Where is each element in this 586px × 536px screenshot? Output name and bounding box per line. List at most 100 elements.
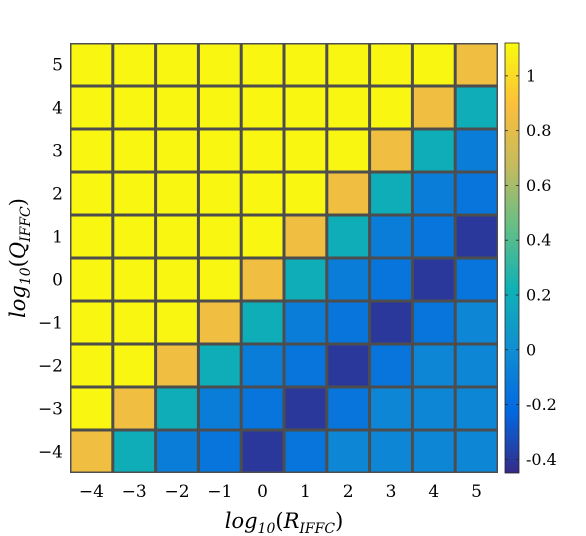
colorbar-tick-label: 0.6 — [526, 176, 551, 195]
x-axis-ticks: −4 −3 −2 −1 0 1 2 3 4 5 — [79, 482, 482, 502]
heatmap-cell — [456, 388, 497, 429]
heatmap-cell — [114, 345, 155, 386]
colorbar — [504, 42, 520, 474]
x-tick-label: 3 — [386, 482, 397, 502]
y-axis-label: log10(QIFFC) — [6, 198, 34, 318]
y-tick-label: 0 — [52, 271, 63, 291]
heatmap-cell — [413, 130, 454, 171]
heatmap-cell — [413, 431, 454, 472]
heatmap-cell — [413, 388, 454, 429]
heatmap-cell — [71, 130, 112, 171]
heatmap-cell — [114, 259, 155, 300]
heatmap-cell — [413, 216, 454, 257]
y-tick-label: −4 — [38, 443, 63, 463]
heatmap-cell — [242, 388, 283, 429]
colorbar-ticks: 1 0.8 0.6 0.4 0.2 0 -0.2 -0.4 — [505, 66, 557, 469]
y-tick-label: 3 — [52, 142, 63, 162]
heatmap-cell — [71, 431, 112, 472]
heatmap-cell — [328, 44, 369, 85]
heatmap-cell — [413, 259, 454, 300]
heatmap-cell — [456, 302, 497, 343]
heatmap-cell — [328, 87, 369, 128]
heatmap-cell — [157, 173, 197, 214]
heatmap-cell — [157, 130, 197, 171]
heatmap-cell — [328, 130, 369, 171]
heatmap-cell — [242, 216, 283, 257]
heatmap-cell — [199, 302, 240, 343]
y-tick-label: 2 — [52, 185, 63, 205]
heatmap-cell — [285, 130, 326, 171]
heatmap-cells — [71, 44, 497, 472]
heatmap-cell — [456, 173, 497, 214]
x-tick-label: −1 — [207, 482, 232, 502]
x-tick-label: 5 — [471, 482, 482, 502]
heatmap-cell — [371, 87, 411, 128]
heatmap-cell — [199, 431, 240, 472]
heatmap-cell — [199, 87, 240, 128]
heatmap-cell — [285, 388, 326, 429]
heatmap-cell — [71, 173, 112, 214]
x-tick-label: 0 — [257, 482, 268, 502]
y-tick-label: 5 — [52, 56, 63, 76]
heatmap-cell — [371, 302, 411, 343]
x-tick-label: 2 — [343, 482, 354, 502]
heatmap-cell — [71, 87, 112, 128]
heatmap-cell — [71, 388, 112, 429]
heatmap-cell — [371, 173, 411, 214]
heatmap-cell — [242, 130, 283, 171]
y-tick-label: −2 — [38, 357, 63, 377]
heatmap-cell — [413, 44, 454, 85]
heatmap-cell — [285, 216, 326, 257]
heatmap-cell — [328, 388, 369, 429]
heatmap-cell — [456, 259, 497, 300]
heatmap-cell — [456, 44, 497, 85]
heatmap-cell — [328, 302, 369, 343]
y-axis-ticks: 5 4 3 2 1 0 −1 −2 −3 −4 — [38, 56, 63, 463]
heatmap-cell — [114, 302, 155, 343]
colorbar-tick-label: 0.2 — [526, 285, 551, 304]
heatmap-cell — [114, 130, 155, 171]
heatmap-cell — [71, 302, 112, 343]
heatmap-cell — [242, 302, 283, 343]
heatmap-cell — [71, 216, 112, 257]
heatmap-cell — [242, 345, 283, 386]
heatmap-cell — [285, 302, 326, 343]
heatmap-cell — [157, 431, 197, 472]
heatmap-cell — [242, 44, 283, 85]
colorbar-tick-label: 1 — [526, 66, 536, 85]
heatmap-cell — [371, 431, 411, 472]
heatmap-cell — [328, 259, 369, 300]
heatmap-cell — [242, 173, 283, 214]
heatmap-cell — [114, 173, 155, 214]
heatmap-cell — [199, 130, 240, 171]
heatmap-cell — [71, 345, 112, 386]
y-tick-label: −1 — [38, 314, 63, 334]
heatmap-cell — [157, 345, 197, 386]
heatmap-cell — [114, 431, 155, 472]
heatmap-cell — [71, 44, 112, 85]
x-axis-label: log10(RIFFC) — [225, 509, 344, 536]
heatmap-cell — [371, 345, 411, 386]
colorbar-tick-label: 0 — [526, 340, 536, 359]
x-tick-label: −2 — [164, 482, 189, 502]
heatmap-cell — [285, 87, 326, 128]
x-tick-label: −4 — [79, 482, 104, 502]
heatmap-cell — [199, 216, 240, 257]
heatmap-cell — [242, 431, 283, 472]
heatmap-cell — [242, 87, 283, 128]
heatmap-cell — [242, 259, 283, 300]
heatmap-cell — [413, 87, 454, 128]
heatmap-cell — [285, 431, 326, 472]
heatmap-cell — [371, 259, 411, 300]
heatmap-cell — [413, 345, 454, 386]
heatmap-cell — [285, 259, 326, 300]
x-tick-label: −3 — [122, 482, 147, 502]
heatmap-cell — [456, 345, 497, 386]
heatmap-cell — [157, 388, 197, 429]
heatmap-cell — [285, 44, 326, 85]
heatmap-cell — [371, 130, 411, 171]
heatmap-cell — [456, 431, 497, 472]
heatmap-cell — [71, 259, 112, 300]
heatmap-cell — [371, 44, 411, 85]
heatmap-cell — [328, 431, 369, 472]
